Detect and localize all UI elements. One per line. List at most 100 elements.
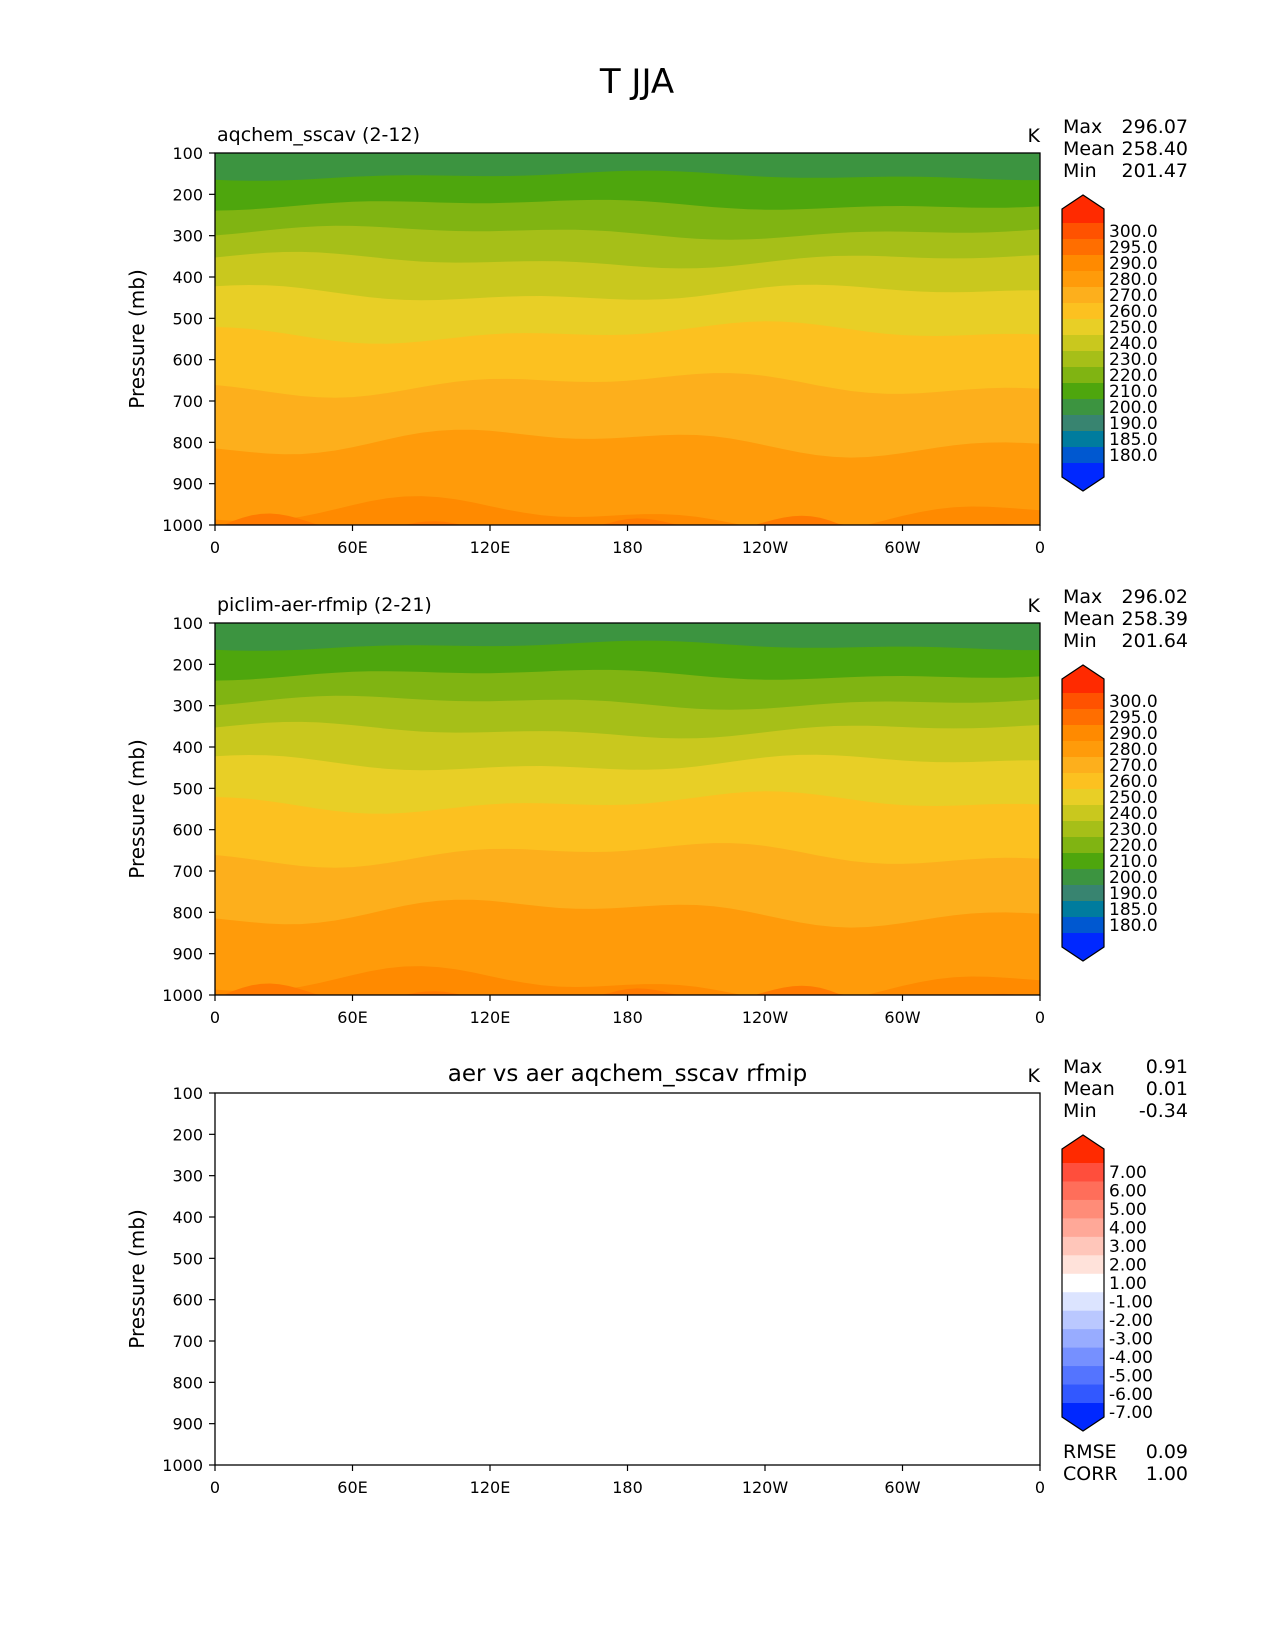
colorbar-swatch: [1062, 335, 1104, 352]
x-tick-label: 60W: [884, 1478, 920, 1497]
x-tick-label: 60E: [337, 538, 367, 557]
y-tick-label: 800: [172, 1373, 203, 1392]
colorbar-label: -2.00: [1109, 1311, 1153, 1331]
contour-band: [215, 496, 1040, 525]
stat-label: Min: [1063, 630, 1097, 652]
colorbar-swatch: [1062, 383, 1104, 400]
colorbar-label: 250.0: [1109, 788, 1158, 808]
colorbar-label: 280.0: [1109, 740, 1158, 760]
y-tick-label: 900: [172, 1415, 203, 1434]
y-tick-label: 900: [172, 475, 203, 494]
x-tick-label: 0: [1035, 1008, 1045, 1027]
colorbar-swatch: [1062, 303, 1104, 320]
colorbar-swatch: [1062, 1273, 1104, 1293]
colorbar-label: 295.0: [1109, 238, 1158, 258]
contour-band: [215, 513, 1040, 525]
colorbar-label: -4.00: [1109, 1348, 1153, 1368]
colorbar-outline: [1061, 664, 1105, 962]
colorbar-label: 260.0: [1109, 302, 1158, 322]
stat-value: 258.39: [1122, 608, 1188, 630]
colorbar-label: 185.0: [1109, 430, 1158, 450]
colorbar-cap-top: [1062, 665, 1104, 693]
stat-value: 296.02: [1122, 586, 1188, 608]
colorbar-label: 5.00: [1109, 1200, 1147, 1220]
colorbar-swatch: [1062, 1199, 1104, 1219]
colorbar-swatch: [1062, 869, 1104, 886]
colorbar-label: -6.00: [1109, 1385, 1153, 1405]
colorbar-cap-top: [1062, 1135, 1104, 1163]
y-tick-label: 1000: [162, 516, 203, 535]
colorbar-cap-top: [1062, 195, 1104, 223]
colorbar-swatch: [1062, 853, 1104, 870]
colorbar-label: 200.0: [1109, 398, 1158, 418]
colorbar-label: 240.0: [1109, 334, 1158, 354]
stat-label: Mean: [1063, 608, 1115, 630]
colorbar-label: 290.0: [1109, 254, 1158, 274]
units-label: K: [1028, 125, 1041, 147]
y-tick-label: 600: [172, 1291, 203, 1310]
x-tick-label: 120E: [470, 1008, 511, 1027]
colorbar-label: 280.0: [1109, 270, 1158, 290]
colorbar-label: 190.0: [1109, 884, 1158, 904]
colorbar-swatch: [1062, 741, 1104, 758]
colorbar-label: -5.00: [1109, 1366, 1153, 1386]
stat-value: 0.91: [1146, 1056, 1188, 1078]
stat-label: Max: [1063, 586, 1102, 608]
colorbar-swatch: [1062, 1384, 1104, 1404]
y-tick-label: 700: [172, 862, 203, 881]
colorbar-swatch: [1062, 725, 1104, 742]
colorbar-label: 230.0: [1109, 350, 1158, 370]
colorbar-cap-bottom: [1062, 1403, 1104, 1431]
colorbar-swatch: [1062, 223, 1104, 240]
colorbar-label: 210.0: [1109, 382, 1158, 402]
colorbar-swatch: [1062, 271, 1104, 288]
colorbar-swatch: [1062, 917, 1104, 934]
colorbar-cap-bottom: [1062, 463, 1104, 491]
units-label: K: [1028, 1065, 1041, 1087]
colorbar-label: 290.0: [1109, 724, 1158, 744]
figure-title: T JJA: [599, 62, 674, 102]
stat-label: Max: [1063, 116, 1102, 138]
colorbar-swatch: [1062, 239, 1104, 256]
y-tick-label: 1000: [162, 986, 203, 1005]
colorbar-swatch: [1062, 1292, 1104, 1312]
colorbar-swatch: [1062, 709, 1104, 726]
colorbar-swatch: [1062, 431, 1104, 448]
stat-value: 0.09: [1146, 1441, 1188, 1463]
y-tick-label: 500: [172, 1249, 203, 1268]
panel-title: aqchem_sscav (2-12): [217, 124, 420, 146]
colorbar-swatch: [1062, 319, 1104, 336]
plot-frame: [214, 1092, 1041, 1466]
y-tick-label: 800: [172, 903, 203, 922]
colorbar-swatch: [1062, 287, 1104, 304]
colorbar-label: -7.00: [1109, 1403, 1153, 1423]
colorbar-label: 190.0: [1109, 414, 1158, 434]
x-tick-label: 0: [210, 1008, 220, 1027]
x-tick-label: 180: [612, 1008, 643, 1027]
colorbar-swatch: [1062, 1347, 1104, 1367]
colorbar-swatch: [1062, 885, 1104, 902]
y-tick-label: 700: [172, 1332, 203, 1351]
x-tick-label: 60W: [884, 1008, 920, 1027]
colorbar-label: 7.00: [1109, 1163, 1147, 1183]
contour-bands: [215, 623, 1040, 995]
colorbar-swatch: [1062, 1310, 1104, 1330]
colorbar-swatch: [1062, 901, 1104, 918]
x-tick-label: 120W: [742, 538, 789, 557]
y-tick-label: 300: [172, 1167, 203, 1186]
colorbar-label: 260.0: [1109, 772, 1158, 792]
y-tick-label: 200: [172, 1125, 203, 1144]
units-label: K: [1028, 595, 1041, 617]
colorbar-label: 1.00: [1109, 1274, 1147, 1294]
x-tick-label: 0: [210, 1478, 220, 1497]
stat-label: CORR: [1063, 1463, 1118, 1485]
x-tick-label: 0: [210, 538, 220, 557]
colorbar-swatch: [1062, 693, 1104, 710]
stat-label: RMSE: [1063, 1441, 1117, 1463]
colorbar-label: 2.00: [1109, 1256, 1147, 1276]
y-axis-label: Pressure (mb): [125, 269, 149, 409]
colorbar-label: 200.0: [1109, 868, 1158, 888]
contour-band: [215, 966, 1040, 995]
x-tick-label: 60E: [337, 1008, 367, 1027]
